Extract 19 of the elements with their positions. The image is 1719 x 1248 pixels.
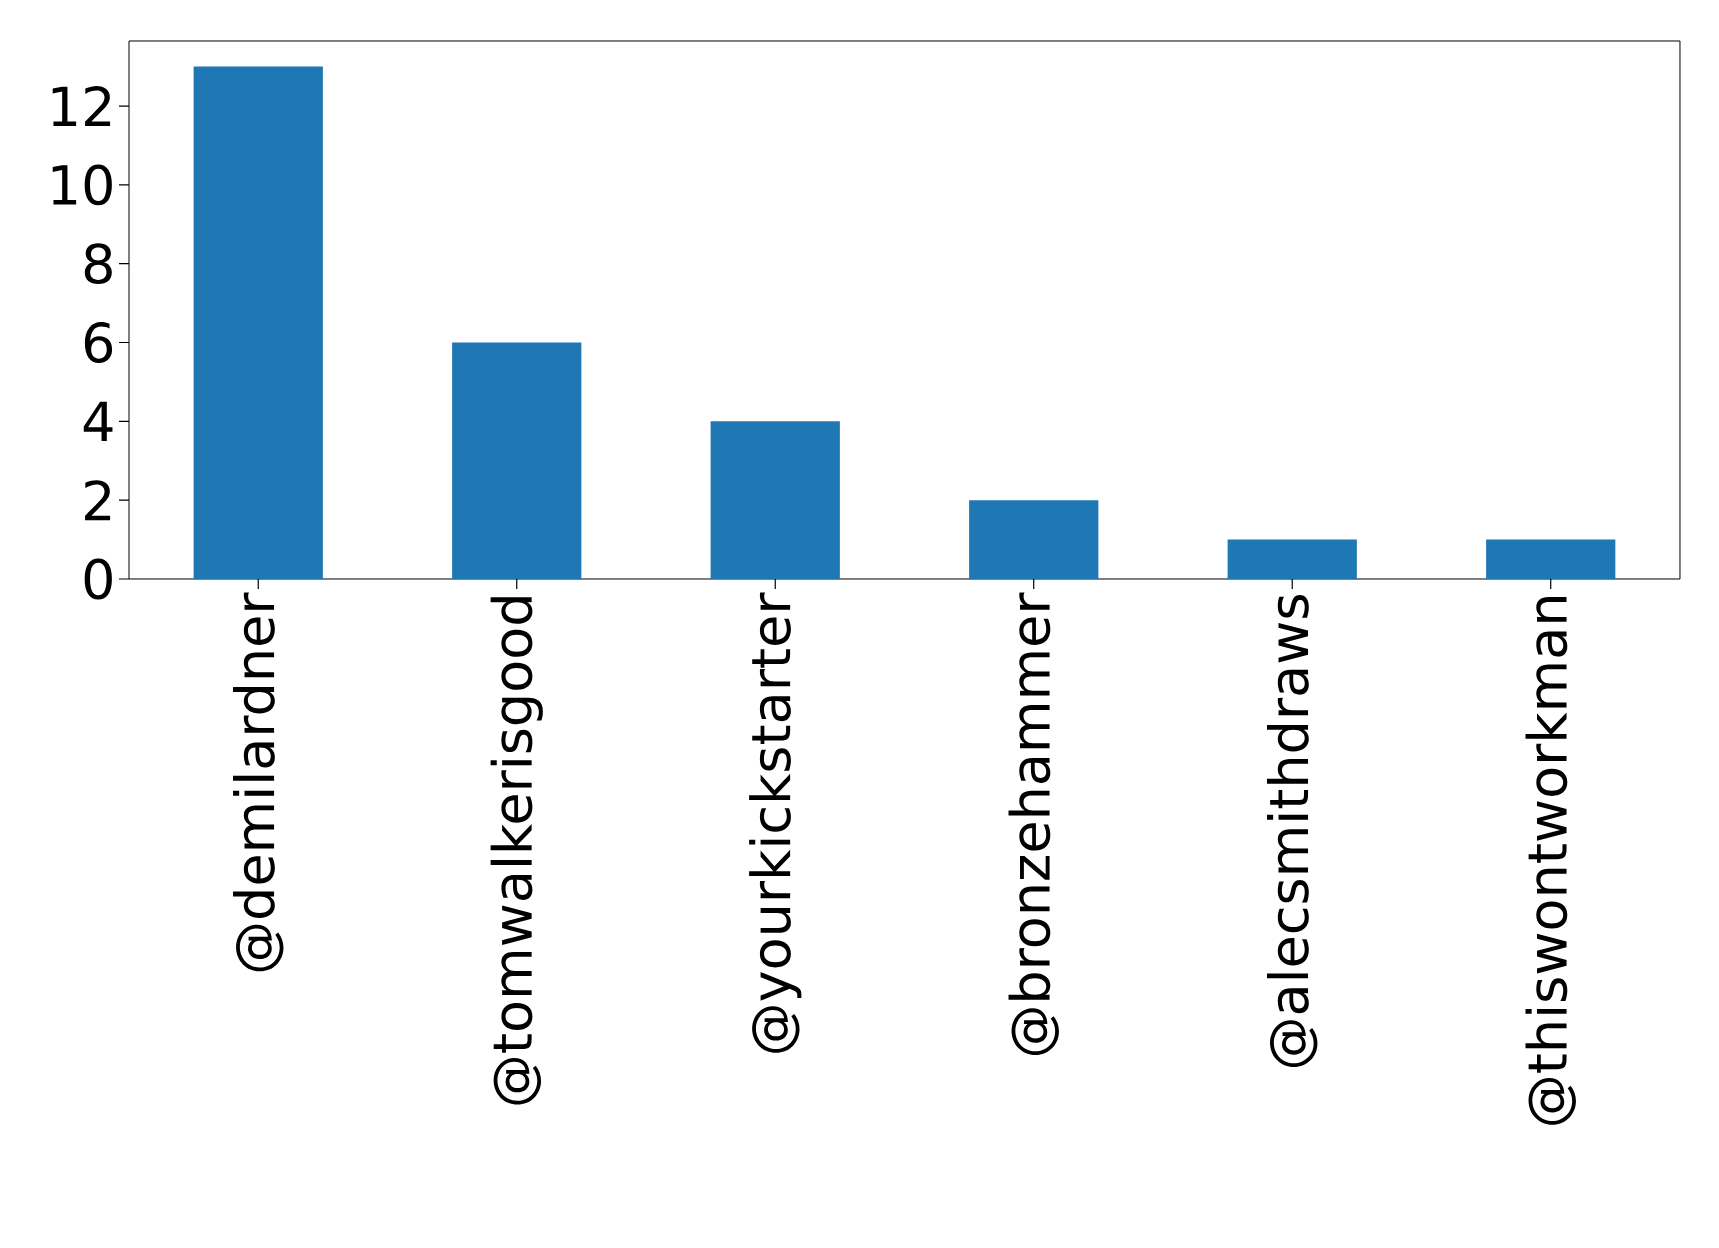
y-tick-label: 0: [84, 558, 112, 600]
bar: [710, 421, 840, 579]
x-tick-label: @yourkickstarter: [749, 592, 802, 1053]
y-tick-label: 10: [52, 164, 112, 206]
y-tick-label: 6: [84, 322, 113, 363]
y-tick-label: 8: [84, 243, 112, 285]
x-tick-label: @demilardner: [233, 592, 284, 972]
bar: [1486, 539, 1616, 579]
y-tick-label: 12: [52, 85, 111, 127]
bar: [1227, 539, 1357, 579]
y-tick-label: 2: [85, 480, 111, 521]
bar: [969, 500, 1099, 579]
bar: [193, 66, 323, 579]
bar: [452, 342, 582, 579]
x-tick-label: @tomwalkerisgood: [490, 597, 543, 1105]
x-tick-label: @thiswontworkman: [1525, 597, 1576, 1125]
x-tick-label: @alecsmithdraws: [1267, 595, 1318, 1067]
x-tick-label: @bronzehammer: [1008, 592, 1059, 1056]
y-tick-label: 4: [83, 401, 113, 442]
